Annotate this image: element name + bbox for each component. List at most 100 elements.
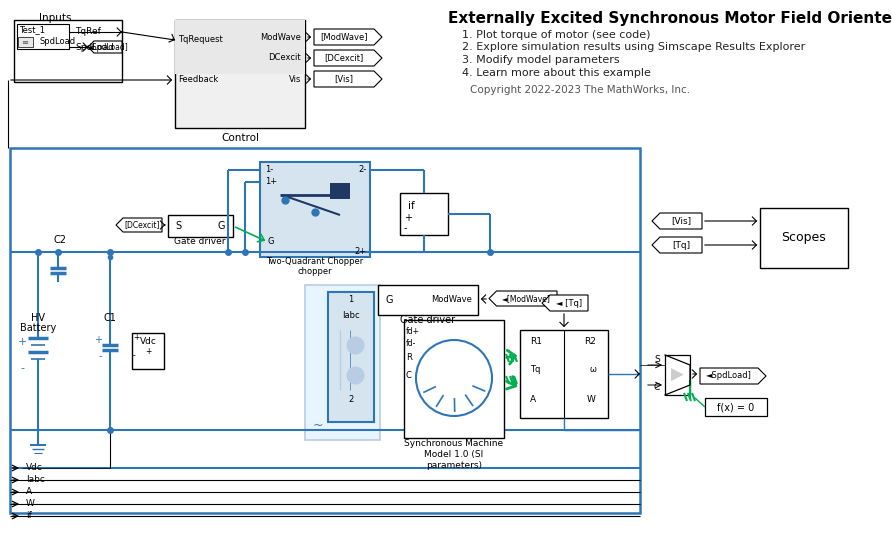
Text: W: W — [26, 500, 35, 508]
Text: Two-Quadrant Chopper: Two-Quadrant Chopper — [267, 258, 364, 266]
Polygon shape — [88, 41, 122, 53]
Text: ModWave: ModWave — [431, 295, 472, 305]
Polygon shape — [542, 295, 588, 311]
Bar — [404, 320, 504, 438]
Polygon shape — [652, 237, 702, 253]
Text: HV: HV — [31, 313, 45, 323]
Bar — [400, 193, 448, 235]
Text: [ModWave]: [ModWave] — [320, 33, 368, 41]
Text: Tq: Tq — [530, 365, 541, 375]
Text: +: + — [404, 213, 412, 223]
Text: Model 1.0 (SI: Model 1.0 (SI — [425, 450, 483, 460]
Text: 3. Modify model parameters: 3. Modify model parameters — [462, 55, 620, 65]
Text: A: A — [26, 488, 32, 496]
Text: C2: C2 — [54, 235, 67, 245]
Text: -: - — [404, 223, 408, 233]
Circle shape — [416, 340, 492, 416]
Text: -: - — [20, 363, 24, 373]
Text: ◄SpdLoad]: ◄SpdLoad] — [706, 371, 752, 381]
Text: [Vis]: [Vis] — [334, 74, 353, 84]
Text: Iabc: Iabc — [26, 476, 45, 484]
Bar — [305, 285, 380, 440]
Text: 2: 2 — [349, 395, 353, 405]
Text: ◄[ModWave]: ◄[ModWave] — [502, 294, 551, 303]
Text: R2: R2 — [584, 337, 596, 347]
Text: R1: R1 — [530, 337, 542, 347]
Text: S: S — [175, 221, 181, 231]
Text: C: C — [654, 383, 660, 393]
Text: 4. Learn more about this example: 4. Learn more about this example — [462, 68, 651, 78]
Text: G: G — [385, 295, 392, 305]
Text: [DCexcit]: [DCexcit] — [125, 221, 161, 229]
Bar — [378, 285, 478, 315]
Bar — [18, 37, 33, 47]
Text: 1-: 1- — [265, 165, 273, 175]
Bar — [330, 183, 350, 199]
Bar — [168, 215, 233, 237]
Text: parameters): parameters) — [426, 460, 482, 470]
Text: ◄ [Tq]: ◄ [Tq] — [556, 299, 582, 307]
Bar — [260, 162, 370, 257]
Text: 2-: 2- — [359, 165, 367, 175]
Polygon shape — [489, 291, 557, 306]
Bar — [14, 20, 122, 82]
Text: W: W — [587, 395, 596, 405]
Bar — [175, 20, 305, 74]
Polygon shape — [314, 71, 382, 87]
Text: Vdc: Vdc — [26, 464, 43, 472]
Text: Vdc: Vdc — [139, 337, 156, 347]
Text: -: - — [98, 351, 102, 361]
Text: SpdLoad: SpdLoad — [75, 43, 114, 51]
Text: Externally Excited Synchronous Motor Field Oriented Control: Externally Excited Synchronous Motor Fie… — [448, 11, 892, 26]
Text: [DCexcit]: [DCexcit] — [325, 54, 364, 62]
Bar — [705, 398, 767, 416]
Text: Gate driver: Gate driver — [174, 238, 226, 246]
Text: ≡: ≡ — [21, 38, 29, 46]
Text: if: if — [408, 201, 415, 211]
Text: Battery: Battery — [20, 323, 56, 333]
Text: [Tq]: [Tq] — [672, 240, 690, 250]
Polygon shape — [314, 29, 382, 45]
Text: Iabc: Iabc — [343, 311, 359, 319]
Text: G: G — [268, 238, 275, 246]
Text: +: + — [145, 347, 151, 357]
Text: Feedback: Feedback — [178, 75, 219, 85]
Text: Control: Control — [221, 133, 259, 143]
Text: G: G — [218, 221, 225, 231]
Polygon shape — [314, 50, 382, 66]
Text: ω: ω — [589, 365, 596, 375]
Text: +: + — [133, 333, 139, 341]
Text: R: R — [406, 353, 412, 363]
Text: 1+: 1+ — [265, 177, 277, 187]
Text: f(x) = 0: f(x) = 0 — [717, 402, 755, 412]
Text: ◄SpdLoad]: ◄SpdLoad] — [87, 43, 128, 51]
Text: TqRequest: TqRequest — [178, 35, 223, 45]
Bar — [760, 208, 848, 268]
Text: DCexcit: DCexcit — [268, 54, 301, 62]
Text: 2+: 2+ — [355, 247, 367, 257]
Text: [Vis]: [Vis] — [671, 217, 691, 225]
Text: +: + — [17, 337, 27, 347]
Text: Inputs: Inputs — [38, 13, 71, 23]
Text: +: + — [94, 335, 102, 345]
Bar — [520, 330, 608, 418]
Text: Gate driver: Gate driver — [401, 315, 456, 325]
Text: fd+: fd+ — [406, 327, 420, 335]
Text: ▶: ▶ — [671, 366, 683, 384]
Text: TqRef: TqRef — [75, 27, 101, 37]
Polygon shape — [116, 218, 162, 232]
Text: ~: ~ — [313, 418, 323, 431]
Bar — [17, 24, 69, 49]
Text: A: A — [530, 395, 536, 405]
Text: S: S — [654, 355, 660, 365]
Bar — [328, 292, 374, 422]
Text: ModWave: ModWave — [260, 33, 301, 41]
Text: SpdLoad: SpdLoad — [40, 38, 76, 46]
Text: fd-: fd- — [406, 339, 417, 347]
Text: chopper: chopper — [298, 268, 333, 276]
Text: 1. Plot torque of motor (see code): 1. Plot torque of motor (see code) — [462, 30, 650, 40]
Bar — [175, 20, 305, 128]
Text: C: C — [406, 371, 412, 381]
Text: C1: C1 — [103, 313, 117, 323]
Bar — [132, 333, 164, 369]
